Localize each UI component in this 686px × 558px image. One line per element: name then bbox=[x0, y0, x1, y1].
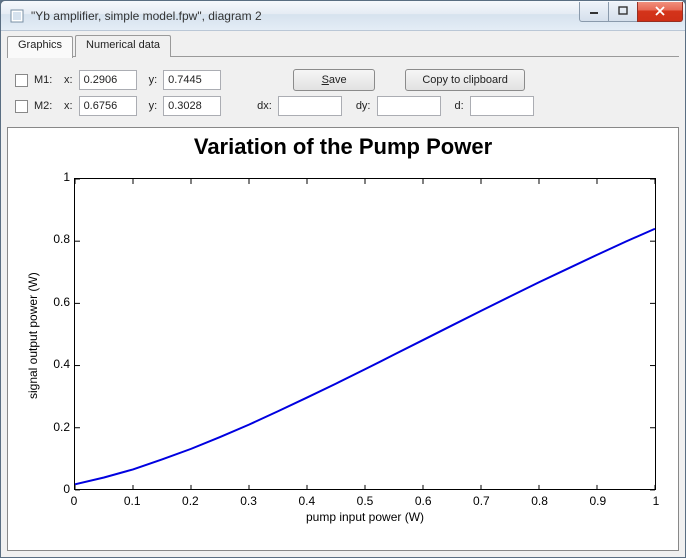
x-tick-label: 0.8 bbox=[525, 494, 555, 508]
m2-label: M2: bbox=[34, 100, 58, 112]
m1-x-label: x: bbox=[64, 74, 73, 86]
m2-checkbox[interactable] bbox=[15, 100, 28, 113]
tab-strip: GraphicsNumerical data bbox=[7, 35, 679, 57]
x-tick-label: 0.4 bbox=[292, 494, 322, 508]
client-area: GraphicsNumerical data M1: x: 0.2906 y: … bbox=[1, 31, 685, 557]
x-tick-label: 0.2 bbox=[175, 494, 205, 508]
x-tick-label: 0.7 bbox=[466, 494, 496, 508]
m2-y-field[interactable]: 0.3028 bbox=[163, 96, 221, 116]
maximize-button[interactable] bbox=[608, 2, 638, 22]
m2-y-label: y: bbox=[149, 100, 158, 112]
x-tick-label: 0.3 bbox=[234, 494, 264, 508]
m1-label: M1: bbox=[34, 74, 58, 86]
line-series bbox=[75, 179, 655, 490]
plot-area[interactable] bbox=[74, 178, 656, 490]
m1-x-field[interactable]: 0.2906 bbox=[79, 70, 137, 90]
controls-panel: M1: x: 0.2906 y: 0.7445 Save Copy to cli… bbox=[7, 57, 679, 125]
window-title: "Yb amplifier, simple model.fpw", diagra… bbox=[31, 9, 580, 23]
app-icon bbox=[9, 8, 25, 24]
chart-title: Variation of the Pump Power bbox=[8, 134, 678, 160]
copy-button[interactable]: Copy to clipboard bbox=[405, 69, 525, 91]
app-window: "Yb amplifier, simple model.fpw", diagra… bbox=[0, 0, 686, 558]
m2-x-field[interactable]: 0.6756 bbox=[79, 96, 137, 116]
x-axis-title: pump input power (W) bbox=[74, 510, 656, 524]
save-button[interactable]: Save bbox=[293, 69, 375, 91]
x-tick-label: 0.6 bbox=[408, 494, 438, 508]
m2-x-label: x: bbox=[64, 100, 73, 112]
marker-row-1: M1: x: 0.2906 y: 0.7445 Save Copy to cli… bbox=[15, 67, 671, 93]
y-tick-label: 0.2 bbox=[40, 420, 70, 434]
minimize-button[interactable] bbox=[579, 2, 609, 22]
dx-label: dx: bbox=[257, 100, 272, 112]
y-tick-label: 0.6 bbox=[40, 295, 70, 309]
d-field[interactable] bbox=[470, 96, 534, 116]
close-button[interactable] bbox=[637, 2, 683, 22]
y-axis-title: signal output power (W) bbox=[26, 272, 40, 399]
m1-y-field[interactable]: 0.7445 bbox=[163, 70, 221, 90]
x-tick-label: 0 bbox=[59, 494, 89, 508]
dy-field[interactable] bbox=[377, 96, 441, 116]
x-tick-label: 0.5 bbox=[350, 494, 380, 508]
m1-y-label: y: bbox=[149, 74, 158, 86]
marker-row-2: M2: x: 0.6756 y: 0.3028 dx: dy: d: bbox=[15, 93, 671, 119]
y-tick-label: 0.8 bbox=[40, 232, 70, 246]
x-tick-label: 0.9 bbox=[583, 494, 613, 508]
x-tick-label: 0.1 bbox=[117, 494, 147, 508]
dx-field[interactable] bbox=[278, 96, 342, 116]
d-label: d: bbox=[455, 100, 464, 112]
x-tick-label: 1 bbox=[641, 494, 671, 508]
m1-checkbox[interactable] bbox=[15, 74, 28, 87]
tab-graphics[interactable]: Graphics bbox=[7, 36, 73, 58]
data-line bbox=[75, 229, 655, 485]
window-buttons bbox=[580, 2, 683, 22]
chart-container: Variation of the Pump Power signal outpu… bbox=[7, 127, 679, 551]
y-tick-label: 0.4 bbox=[40, 357, 70, 371]
dy-label: dy: bbox=[356, 100, 371, 112]
titlebar[interactable]: "Yb amplifier, simple model.fpw", diagra… bbox=[1, 1, 685, 31]
y-tick-label: 1 bbox=[40, 170, 70, 184]
tab-numerical-data[interactable]: Numerical data bbox=[75, 35, 171, 57]
